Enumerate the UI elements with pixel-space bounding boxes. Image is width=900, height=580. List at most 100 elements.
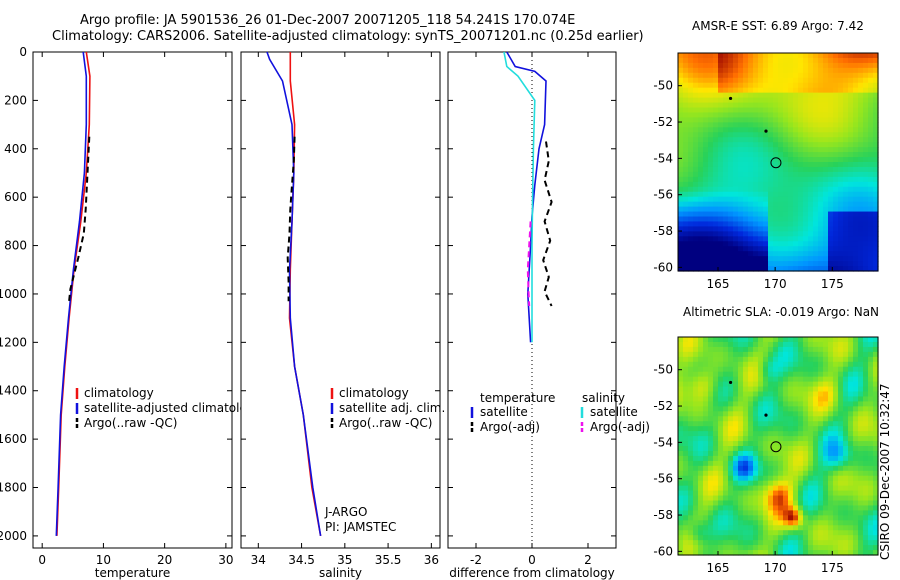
sla-map-cell [703,550,709,556]
sst-map-cell [728,112,734,118]
sla-map-cell [738,366,744,373]
sla-map-cell [763,341,769,348]
sst-map-cell [828,186,834,193]
sla-map-cell [708,470,714,477]
sst-map-cell [868,241,874,247]
sla-map-cell [678,480,684,487]
sla-map-cell [733,356,739,363]
sla-map-cell [773,436,779,442]
sla-map-cell [848,450,854,457]
sst-map-cell [783,57,789,64]
sla-map-cell [848,441,854,447]
sst-map-cell [783,181,789,188]
salinity-xtick-label: 35.5 [375,553,402,567]
sst-map-cell [693,211,699,218]
sst-map-cell [818,162,824,168]
sst-map-cell [683,112,689,118]
sst-map-cell [698,142,704,148]
sla-map-cell [753,530,759,536]
sla-map-cell [773,485,779,492]
sst-map-cell [723,92,729,99]
sla-map-cell [728,416,734,422]
sst-map-cell [813,53,819,59]
sst-map-cell [698,246,704,252]
sla-map-cell [733,366,739,373]
sst-map-cell [743,246,749,252]
sst-map-cell [853,166,859,173]
sla-map-cell [713,361,719,368]
sla-map-cell [783,500,789,507]
sst-map-cell [728,231,734,237]
sst-map-cell [858,231,864,237]
sst-map-cell [848,231,854,237]
sst-map-cell [818,226,824,232]
sst-map-panel [677,52,879,272]
sst-map-cell [823,251,829,257]
sla-map-cell [728,455,734,462]
sst-map-cell [708,77,714,84]
sla-map-cell [683,530,689,536]
sst-map-cell [768,176,774,183]
sla-map-cell [693,505,699,511]
sst-map-cell [743,122,749,128]
sla-map-cell [778,381,784,388]
sla-map-cell [748,545,754,551]
sst-map-cell [863,251,869,257]
sst-map-cell [798,162,804,168]
sst-map-cell [763,122,769,128]
sla-map-cell [783,525,789,531]
sst-map-cell [803,236,809,242]
sla-map-ytick-label: -60 [653,544,673,558]
sst-map-cell [828,127,834,133]
sst-map-cell [678,92,684,99]
sst-map-cell [768,137,774,143]
sst-map-cell [688,181,694,188]
sla-map-cell [758,480,764,487]
sla-map-cell [748,505,754,511]
sst-map-cell [728,117,734,123]
sst-map-cell [678,256,684,262]
sst-map-cell [743,206,749,213]
sst-map-cell [748,142,754,148]
sst-map-cell [808,191,814,198]
sst-map-cell [873,176,879,183]
sst-map-cell [793,256,799,262]
sst-map-cell [738,206,744,213]
sla-map-cell [693,416,699,422]
sla-map-cell [708,460,714,467]
sst-map-cell [708,236,714,242]
sst-map-cell [848,266,854,272]
profile-location-marker [770,157,782,169]
sst-map-cell [758,53,764,59]
sla-map-cell [818,371,824,378]
sla-map-cell [858,475,864,482]
sla-map-cell [823,411,829,417]
sst-map-cell [688,137,694,143]
sst-map-cell [853,57,859,64]
sla-map-cell [743,431,749,437]
sla-map-cell [783,545,789,551]
sla-map-cell [778,366,784,373]
sst-map-cell [833,166,839,173]
sst-map-cell [678,181,684,188]
sla-map-cell [803,510,809,516]
sla-map-cell [808,505,814,511]
sst-map-cell [678,251,684,257]
sla-map-cell [843,376,849,383]
sla-map-cell [743,376,749,383]
sst-map-cell [733,162,739,168]
sst-map-cell [718,261,724,267]
sla-map-cell [758,545,764,551]
sst-map-cell [788,112,794,118]
sla-map-cell [863,431,869,437]
sla-map-cell [808,550,814,556]
sla-map-cell [768,510,774,516]
sst-map-cell [743,127,749,133]
sla-map-cell [758,396,764,402]
sst-map-cell [703,97,709,104]
sst-map-cell [683,201,689,208]
sla-map-cell [793,441,799,447]
sla-map-cell [758,450,764,457]
sla-map-cell [773,490,779,497]
sst-map-cell [753,226,759,232]
